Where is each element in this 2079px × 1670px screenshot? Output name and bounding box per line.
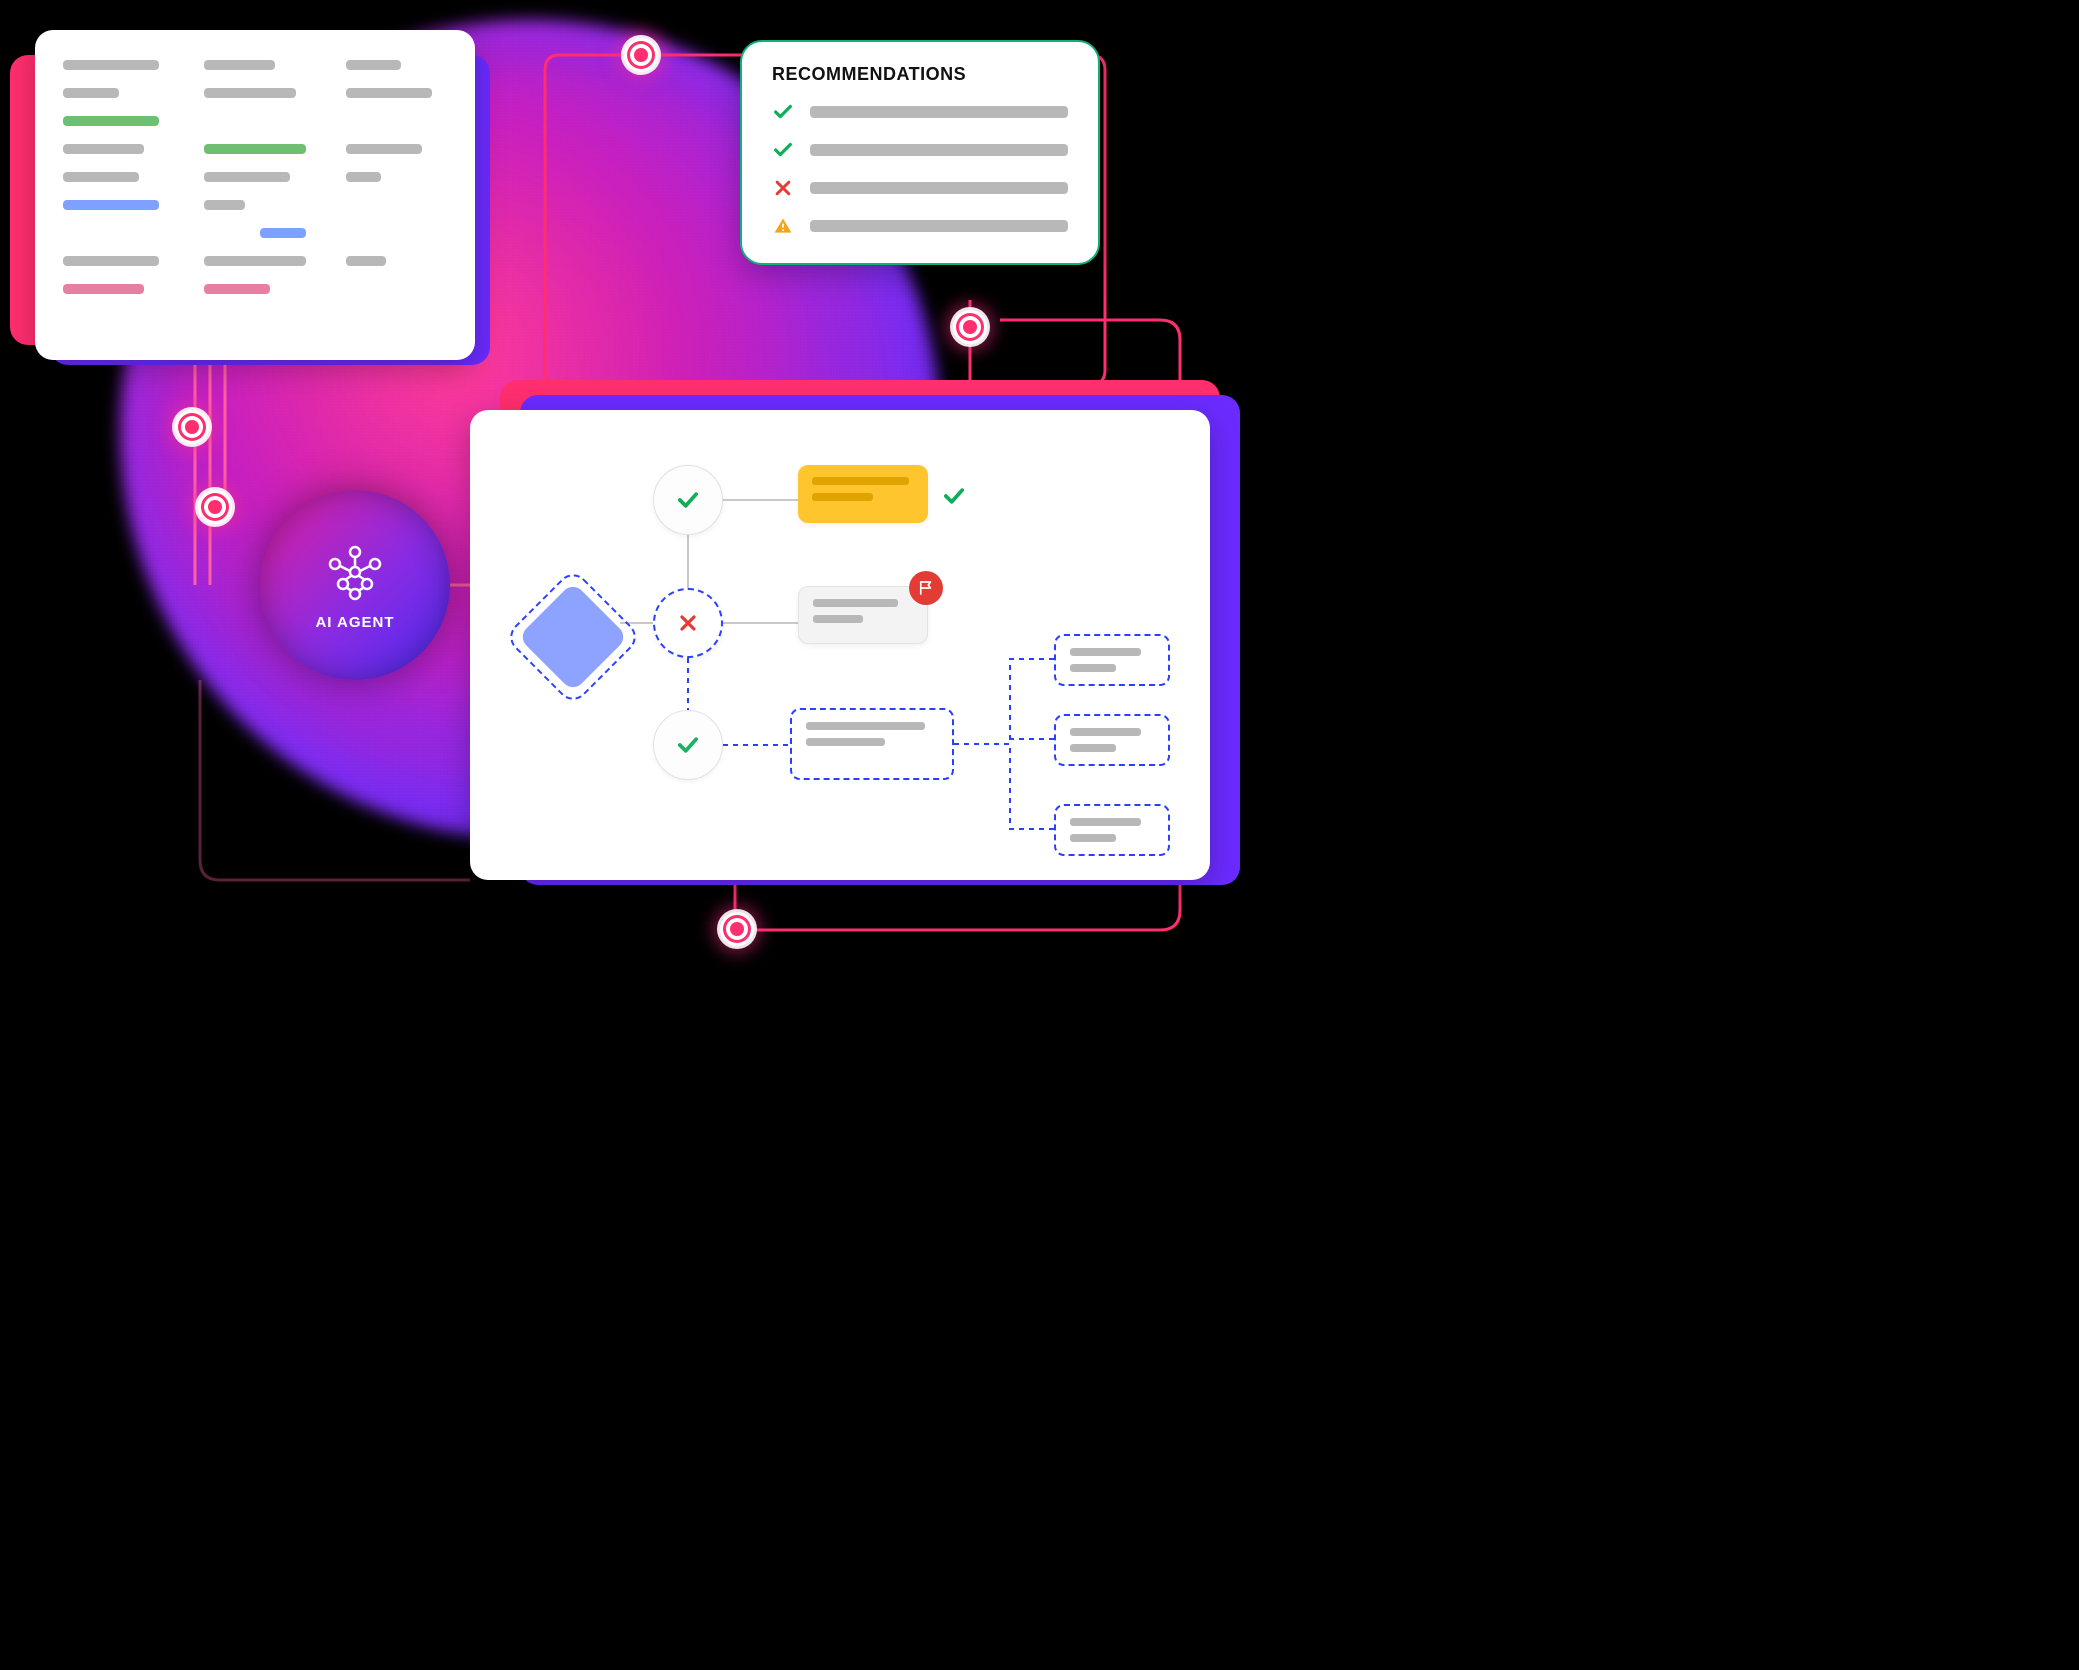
check-icon: [940, 482, 968, 515]
table-row: [63, 60, 447, 70]
x-icon: [772, 177, 794, 199]
placeholder-bar: [63, 256, 159, 266]
placeholder-bar: [204, 144, 305, 154]
placeholder-bar: [346, 144, 422, 154]
recommendations-title: RECOMMENDATIONS: [772, 64, 1068, 85]
placeholder-bar: [260, 228, 306, 238]
placeholder-bar: [810, 220, 1068, 232]
placeholder-bar: [204, 200, 245, 210]
draft-box: [1054, 714, 1170, 766]
table-row: [63, 256, 447, 266]
placeholder-bar: [346, 88, 432, 98]
waypoint-dot: [720, 912, 754, 946]
table-row: [63, 172, 447, 182]
placeholder-bar: [204, 284, 270, 294]
status-circle-check: [653, 465, 723, 535]
ai-agent-label: AI AGENT: [315, 614, 394, 631]
placeholder-bar: [63, 172, 139, 182]
table-row: [63, 200, 447, 210]
table-row: [63, 116, 447, 126]
status-circle-check: [653, 710, 723, 780]
waypoint-dot: [198, 490, 232, 524]
table-row: [63, 228, 447, 238]
recommendation-row: [772, 101, 1068, 123]
stage: RECOMMENDATIONS AI AGENT: [0, 0, 1220, 980]
recommendation-row: [772, 139, 1068, 161]
draft-box: [1054, 634, 1170, 686]
highlight-box: [798, 465, 928, 523]
placeholder-bar: [63, 200, 159, 210]
recommendations-card: RECOMMENDATIONS: [740, 40, 1100, 265]
check-icon: [772, 101, 794, 123]
placeholder-bar: [63, 284, 144, 294]
placeholder-bar: [346, 172, 381, 182]
placeholder-bar: [63, 116, 159, 126]
recommendation-row: [772, 215, 1068, 237]
status-circle-x: [653, 588, 723, 658]
draft-box: [1054, 804, 1170, 856]
placeholder-bar: [204, 60, 275, 70]
placeholder-bar: [810, 106, 1068, 118]
draft-box: [790, 708, 954, 780]
decision-diamond: [518, 582, 628, 692]
check-icon: [772, 139, 794, 161]
flow-canvas-card: [470, 410, 1210, 880]
placeholder-bar: [63, 88, 119, 98]
placeholder-bar: [204, 172, 290, 182]
table-row: [63, 88, 447, 98]
table-row: [63, 144, 447, 154]
waypoint-dot: [624, 38, 658, 72]
data-table-card: [35, 30, 475, 360]
placeholder-bar: [63, 144, 144, 154]
waypoint-dot: [175, 410, 209, 444]
flag-icon: [909, 571, 943, 605]
placeholder-bar: [63, 60, 159, 70]
neural-network-icon: [323, 540, 387, 604]
placeholder-bar: [204, 256, 305, 266]
placeholder-bar: [810, 182, 1068, 194]
placeholder-bar: [346, 256, 387, 266]
recommendation-row: [772, 177, 1068, 199]
ai-agent-node[interactable]: AI AGENT: [260, 490, 450, 680]
warning-icon: [772, 215, 794, 237]
placeholder-bar: [346, 60, 402, 70]
placeholder-bar: [810, 144, 1068, 156]
table-row: [63, 284, 447, 294]
placeholder-bar: [204, 88, 295, 98]
waypoint-dot: [953, 310, 987, 344]
task-box: [798, 586, 928, 644]
